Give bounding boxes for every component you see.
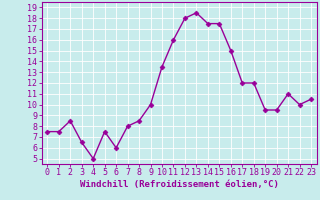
X-axis label: Windchill (Refroidissement éolien,°C): Windchill (Refroidissement éolien,°C) (80, 180, 279, 189)
